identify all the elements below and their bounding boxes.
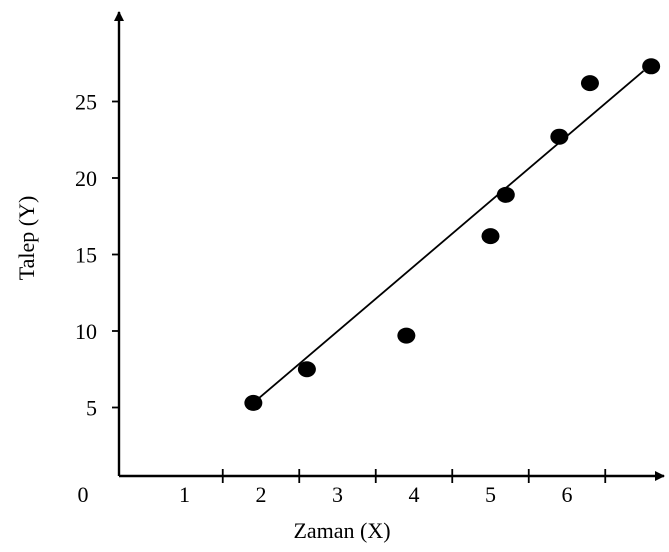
y-tick-label: 15 [75, 243, 97, 268]
data-point [297, 361, 316, 378]
y-ticks: 5 10 15 20 25 [75, 90, 119, 421]
x-tick-label: 3 [332, 482, 343, 507]
y-axis-title: Talep (Y) [14, 196, 39, 281]
data-point [481, 228, 500, 245]
y-tick-label: 10 [75, 319, 97, 344]
x-tick-label: 5 [485, 482, 496, 507]
y-tick-label: 5 [86, 396, 97, 421]
x-ticks: 1 2 3 4 5 6 [179, 469, 607, 507]
y-tick-label: 20 [75, 166, 97, 191]
data-point [550, 128, 569, 145]
x-tick-label: 2 [256, 482, 267, 507]
x-axis-title: Zaman (X) [293, 518, 390, 543]
trend-line [252, 70, 645, 404]
trend-line-group [252, 70, 645, 404]
y-tick-label: 25 [75, 90, 97, 115]
x-tick-label: 6 [562, 482, 573, 507]
origin-label: 0 [78, 482, 89, 507]
data-point [397, 327, 416, 344]
data-point [580, 75, 599, 92]
x-tick-label: 4 [409, 482, 420, 507]
data-point [496, 186, 515, 203]
data-points [244, 58, 661, 411]
data-point [244, 394, 263, 411]
x-tick-label: 1 [179, 482, 190, 507]
data-point [642, 58, 661, 75]
